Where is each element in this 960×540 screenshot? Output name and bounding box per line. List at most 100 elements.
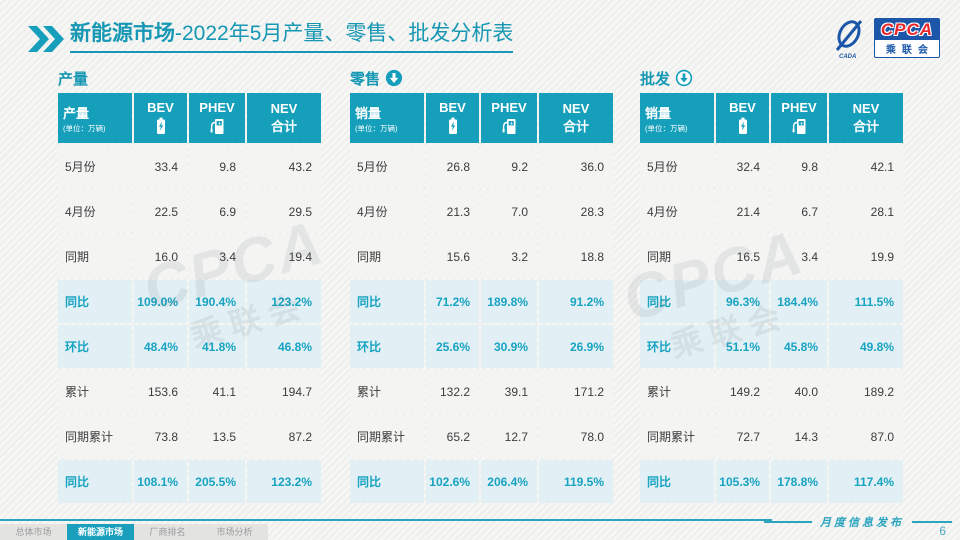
row-label: 5月份: [350, 145, 424, 188]
table-cell: 149.2: [716, 370, 769, 413]
row-label: 4月份: [640, 190, 714, 233]
bev-column-header: BEV: [426, 93, 479, 143]
table-cell: 41.8%: [189, 325, 245, 368]
table-cell: 87.0: [829, 415, 903, 458]
row-label: 同比: [640, 280, 714, 323]
slide-header: 新能源市场-2022年5月产量、零售、批发分析表: [26, 22, 514, 54]
table-cell: 102.6%: [426, 460, 479, 503]
retail-table: 零售 销量 (单位：万辆) BEV PHEV: [350, 66, 613, 503]
row-label: 同期累计: [640, 415, 714, 458]
table-cell: 3.2: [481, 235, 537, 278]
bev-column-header: BEV: [134, 93, 187, 143]
footer-divider: [0, 519, 772, 521]
table-cell: 30.9%: [481, 325, 537, 368]
section-label: 零售: [350, 70, 381, 88]
table-cell: 190.4%: [189, 280, 245, 323]
table-cell: 3.4: [189, 235, 245, 278]
table-cell: 45.8%: [771, 325, 827, 368]
nev-column-header: NEV 合计: [247, 93, 321, 143]
corner-header: 产量 (单位：万辆): [58, 93, 132, 143]
row-label: 同比: [350, 280, 424, 323]
row-label: 同比: [350, 460, 424, 503]
battery-icon: [738, 117, 747, 134]
table-cell: 26.8: [426, 145, 479, 188]
table-cell: 51.1%: [716, 325, 769, 368]
table-cell: 123.2%: [247, 280, 321, 323]
table-cell: 6.7: [771, 190, 827, 233]
publication-label: 月度信息发布: [764, 514, 952, 530]
down-arrow-filled-icon: [385, 69, 403, 87]
table-cell: 46.8%: [247, 325, 321, 368]
nev-column-header: NEV 合计: [539, 93, 613, 143]
table-cell: 14.3: [771, 415, 827, 458]
bev-column-header: BEV: [716, 93, 769, 143]
table-cell: 41.1: [189, 370, 245, 413]
table-cell: 206.4%: [481, 460, 537, 503]
row-label: 4月份: [58, 190, 132, 233]
table-cell: 19.9: [829, 235, 903, 278]
battery-icon: [448, 117, 457, 134]
row-label: 环比: [640, 325, 714, 368]
section-label: 批发: [640, 70, 671, 88]
table-cell: 9.8: [771, 145, 827, 188]
table-cell: 15.6: [426, 235, 479, 278]
table-cell: 72.7: [716, 415, 769, 458]
row-label: 同比: [58, 460, 132, 503]
table-cell: 9.2: [481, 145, 537, 188]
tab-nev-market[interactable]: 新能源市场: [67, 524, 134, 540]
row-label: 同期: [58, 235, 132, 278]
table-cell: 21.4: [716, 190, 769, 233]
table-cell: 109.0%: [134, 280, 187, 323]
footer-nav-tabs: 总体市场 新能源市场 厂商排名 市场分析: [0, 524, 268, 540]
table-cell: 71.2%: [426, 280, 479, 323]
table-cell: 178.8%: [771, 460, 827, 503]
table-cell: 25.6%: [426, 325, 479, 368]
table-cell: 87.2: [247, 415, 321, 458]
table-cell: 78.0: [539, 415, 613, 458]
row-label: 同期累计: [350, 415, 424, 458]
table-cell: 26.9%: [539, 325, 613, 368]
double-chevron-icon: [28, 26, 64, 52]
table-cell: 108.1%: [134, 460, 187, 503]
table-cell: 73.8: [134, 415, 187, 458]
table-cell: 39.1: [481, 370, 537, 413]
section-header-wholesale: 批发: [640, 66, 903, 90]
table-cell: 13.5: [189, 415, 245, 458]
table-cell: 65.2: [426, 415, 479, 458]
table-cell: 22.5: [134, 190, 187, 233]
table-cell: 189.2: [829, 370, 903, 413]
page-title-bold: 新能源市场: [70, 22, 175, 45]
section-header-retail: 零售: [350, 66, 613, 90]
table-cell: 16.0: [134, 235, 187, 278]
down-arrow-outlined-icon: [675, 69, 693, 87]
tab-overall-market[interactable]: 总体市场: [15, 527, 52, 537]
table-cell: 28.3: [539, 190, 613, 233]
charging-station-icon: [210, 119, 224, 134]
table-cell: 18.8: [539, 235, 613, 278]
table-cell: 105.3%: [716, 460, 769, 503]
row-label: 同比: [58, 280, 132, 323]
tab-oem-ranking[interactable]: 厂商排名: [149, 527, 186, 537]
cpca-logo: CADA CPCA 乘联会: [827, 16, 940, 60]
nev-column-header: NEV 合计: [829, 93, 903, 143]
table-cell: 123.2%: [247, 460, 321, 503]
table-cell: 36.0: [539, 145, 613, 188]
row-label: 环比: [350, 325, 424, 368]
wholesale-table: 批发 销量 (单位：万辆) BEV PHEV: [640, 66, 903, 503]
table-cell: 184.4%: [771, 280, 827, 323]
table-cell: 19.4: [247, 235, 321, 278]
emblem-sub-text: CADA: [839, 54, 856, 60]
production-grid: 产量 (单位：万辆) BEV PHEV: [58, 93, 321, 503]
table-cell: 119.5%: [539, 460, 613, 503]
table-cell: 21.3: [426, 190, 479, 233]
divider: [912, 521, 952, 523]
row-label: 5月份: [640, 145, 714, 188]
battery-icon: [156, 117, 165, 134]
tab-market-analysis[interactable]: 市场分析: [216, 527, 253, 537]
table-cell: 40.0: [771, 370, 827, 413]
table-cell: 43.2: [247, 145, 321, 188]
phev-column-header: PHEV: [481, 93, 537, 143]
corner-header: 销量 (单位：万辆): [350, 93, 424, 143]
table-cell: 111.5%: [829, 280, 903, 323]
table-cell: 9.8: [189, 145, 245, 188]
